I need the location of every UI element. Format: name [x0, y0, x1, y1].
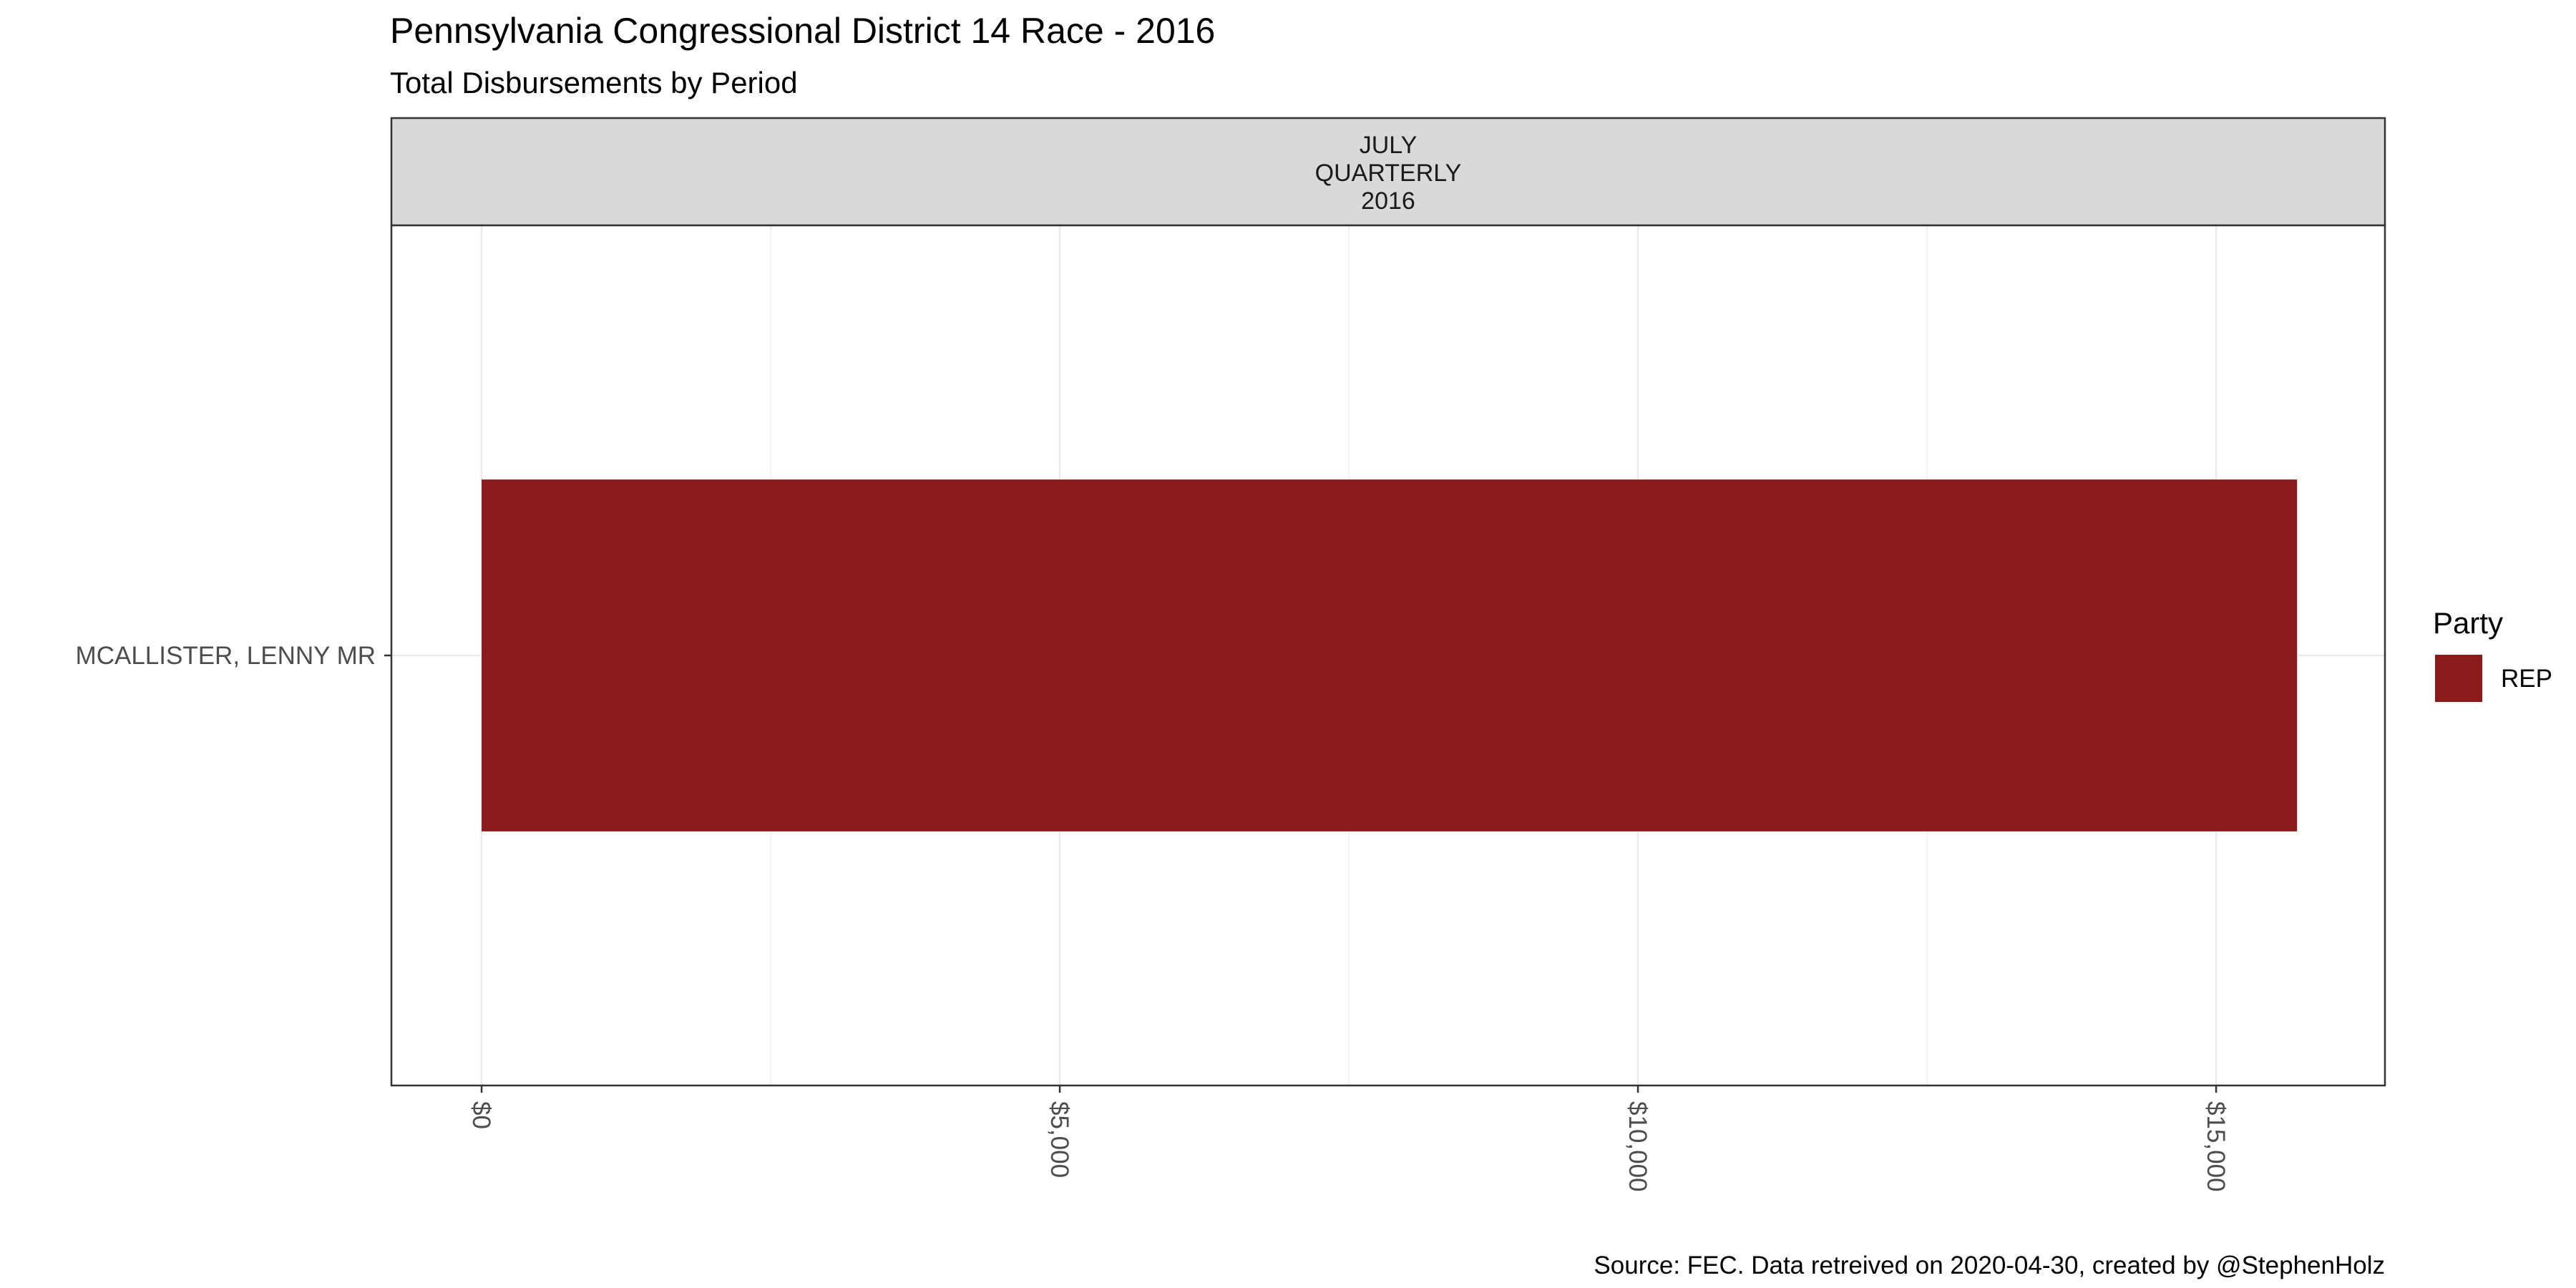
- chart-caption: Source: FEC. Data retreived on 2020-04-3…: [1594, 1252, 2385, 1279]
- legend-key-rep: [2435, 655, 2482, 702]
- facet-strip-label-line-3: 2016: [1361, 187, 1415, 215]
- y-axis: MCALLISTER, LENNY MR: [76, 642, 391, 670]
- legend-title: Party: [2433, 606, 2503, 640]
- x-tick-label: $5,000: [1045, 1101, 1073, 1178]
- bar-rep: [482, 479, 2298, 831]
- x-axis: $0 $5,000 $10,000 $15,000: [467, 1085, 2230, 1192]
- x-tick-label: $0: [467, 1101, 495, 1129]
- x-tick-label: $10,000: [1624, 1101, 1652, 1192]
- facet-strip: [390, 117, 2386, 227]
- facet-strip-label-line-1: JULY: [1360, 132, 1418, 159]
- chart-title: Pennsylvania Congressional District 14 R…: [390, 11, 1215, 51]
- y-tick-label: MCALLISTER, LENNY MR: [76, 642, 376, 670]
- x-tick-label: $15,000: [2202, 1101, 2230, 1192]
- facet-strip-label-line-2: QUARTERLY: [1315, 160, 1462, 187]
- legend-label-rep: REP: [2501, 665, 2552, 693]
- bars: [482, 479, 2298, 831]
- chart-subtitle: Total Disbursements by Period: [390, 66, 798, 99]
